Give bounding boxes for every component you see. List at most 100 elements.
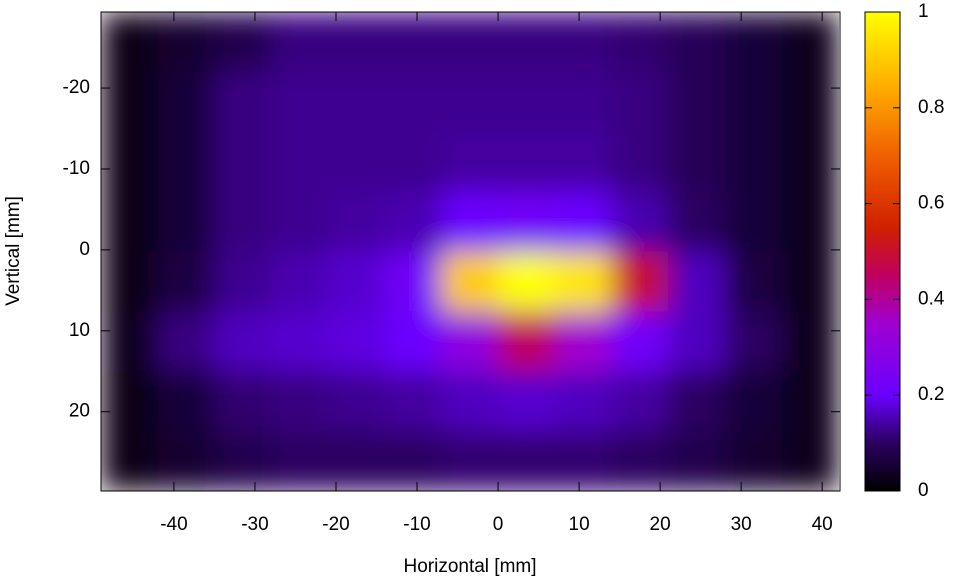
x-tick-label: -40 xyxy=(160,514,187,535)
heatmap-cell xyxy=(554,371,612,432)
colorbar-tick-label: 0.2 xyxy=(918,384,944,405)
heatmap-cell xyxy=(554,12,612,73)
heatmap-cell xyxy=(781,371,839,432)
heatmap-cell xyxy=(214,191,272,252)
heatmap-cell xyxy=(327,311,386,372)
heatmap-cell xyxy=(668,71,726,133)
heatmap-cell xyxy=(101,311,159,372)
heatmap-cell xyxy=(668,371,726,432)
heatmap-cell xyxy=(157,251,215,312)
heatmap-cell xyxy=(724,371,783,432)
heatmap-cell xyxy=(327,131,386,193)
heatmap-cell xyxy=(101,251,159,312)
heatmap-cell xyxy=(781,71,839,133)
heatmap-cell xyxy=(327,251,386,312)
colorbar-tick-label: 0.4 xyxy=(918,288,945,309)
heatmap-cell xyxy=(327,371,386,432)
heatmap-cell xyxy=(271,71,329,133)
heatmap-cell xyxy=(441,131,499,193)
heatmap-cell xyxy=(724,311,783,372)
heatmap-cell xyxy=(498,131,556,193)
heatmap-cell xyxy=(214,12,272,73)
heatmap-cell xyxy=(724,131,783,193)
heatmap xyxy=(101,12,839,491)
heatmap-cell xyxy=(668,131,726,193)
heatmap-cell xyxy=(327,12,386,73)
x-tick-label: -10 xyxy=(403,514,430,535)
heatmap-cell xyxy=(554,311,612,372)
heatmap-cell xyxy=(271,311,329,372)
heatmap-cell xyxy=(668,191,726,252)
heatmap-cell xyxy=(668,251,726,312)
heatmap-cell xyxy=(611,251,669,312)
heatmap-cell xyxy=(611,371,669,432)
heatmap-cell xyxy=(101,131,159,193)
heatmap-cell xyxy=(724,71,783,133)
x-axis-label: Horizontal [mm] xyxy=(403,556,536,577)
heatmap-cells xyxy=(101,12,839,491)
y-tick-label: 20 xyxy=(69,401,90,422)
x-tick-label: -30 xyxy=(241,514,268,535)
heatmap-cell xyxy=(781,431,839,491)
heatmap-cell xyxy=(441,371,499,432)
heatmap-cell xyxy=(498,12,556,73)
heatmap-cell xyxy=(441,311,499,372)
heatmap-cell xyxy=(498,431,556,491)
heatmap-cell xyxy=(781,311,839,372)
heatmap-cell xyxy=(101,431,159,491)
heatmap-cell xyxy=(498,71,556,133)
y-tick-label: 0 xyxy=(79,239,90,260)
heatmap-cell xyxy=(157,191,215,252)
heatmap-cell xyxy=(157,131,215,193)
colorbar-tick-label: 0 xyxy=(918,480,929,501)
heatmap-cell xyxy=(214,71,272,133)
y-tick-label: -10 xyxy=(63,158,90,179)
heatmap-cell xyxy=(101,191,159,252)
heatmap-cell xyxy=(498,371,556,432)
heatmap-cell xyxy=(781,131,839,193)
heatmap-cell xyxy=(214,131,272,193)
heatmap-cell xyxy=(668,431,726,491)
heatmap-cell xyxy=(384,311,442,372)
heatmap-cell xyxy=(214,431,272,491)
heatmap-cell xyxy=(384,191,442,252)
y-axis-label: Vertical [mm] xyxy=(3,196,24,306)
heatmap-cell xyxy=(384,131,442,193)
heatmap-cell xyxy=(724,191,783,252)
heatmap-cell xyxy=(724,12,783,73)
heatmap-cell xyxy=(101,71,159,133)
heatmap-cell xyxy=(611,12,669,73)
colorbar-tick-label: 0.8 xyxy=(918,97,944,118)
colorbar xyxy=(864,11,901,492)
heatmap-cell xyxy=(157,431,215,491)
heatmap-cell xyxy=(441,71,499,133)
heatmap-cell xyxy=(384,431,442,491)
heatmap-cell xyxy=(781,251,839,312)
heatmap-cell xyxy=(384,12,442,73)
heatmap-cell xyxy=(271,431,329,491)
y-tick-label: -20 xyxy=(63,77,90,98)
x-tick-label: 0 xyxy=(493,514,504,535)
x-tick-label: 20 xyxy=(650,514,671,535)
heatmap-cell xyxy=(157,371,215,432)
x-tick-label: 40 xyxy=(812,514,833,535)
heatmap-cell xyxy=(214,371,272,432)
heatmap-cell xyxy=(611,71,669,133)
heatmap-cell xyxy=(441,191,499,252)
heatmap-cell xyxy=(384,71,442,133)
heatmap-cell xyxy=(724,251,783,312)
heatmap-cell xyxy=(327,431,386,491)
heatmap-cell xyxy=(554,131,612,193)
heatmap-cell xyxy=(271,371,329,432)
heatmap-cell xyxy=(781,191,839,252)
heatmap-cell xyxy=(724,431,783,491)
x-tick-label: 10 xyxy=(569,514,590,535)
heatmap-cell xyxy=(441,12,499,73)
heatmap-cell xyxy=(384,371,442,432)
heatmap-cell xyxy=(611,311,669,372)
heatmap-cell xyxy=(384,251,442,312)
heatmap-cell xyxy=(611,131,669,193)
heatmap-cell xyxy=(441,251,499,312)
plot-frame xyxy=(100,11,841,492)
